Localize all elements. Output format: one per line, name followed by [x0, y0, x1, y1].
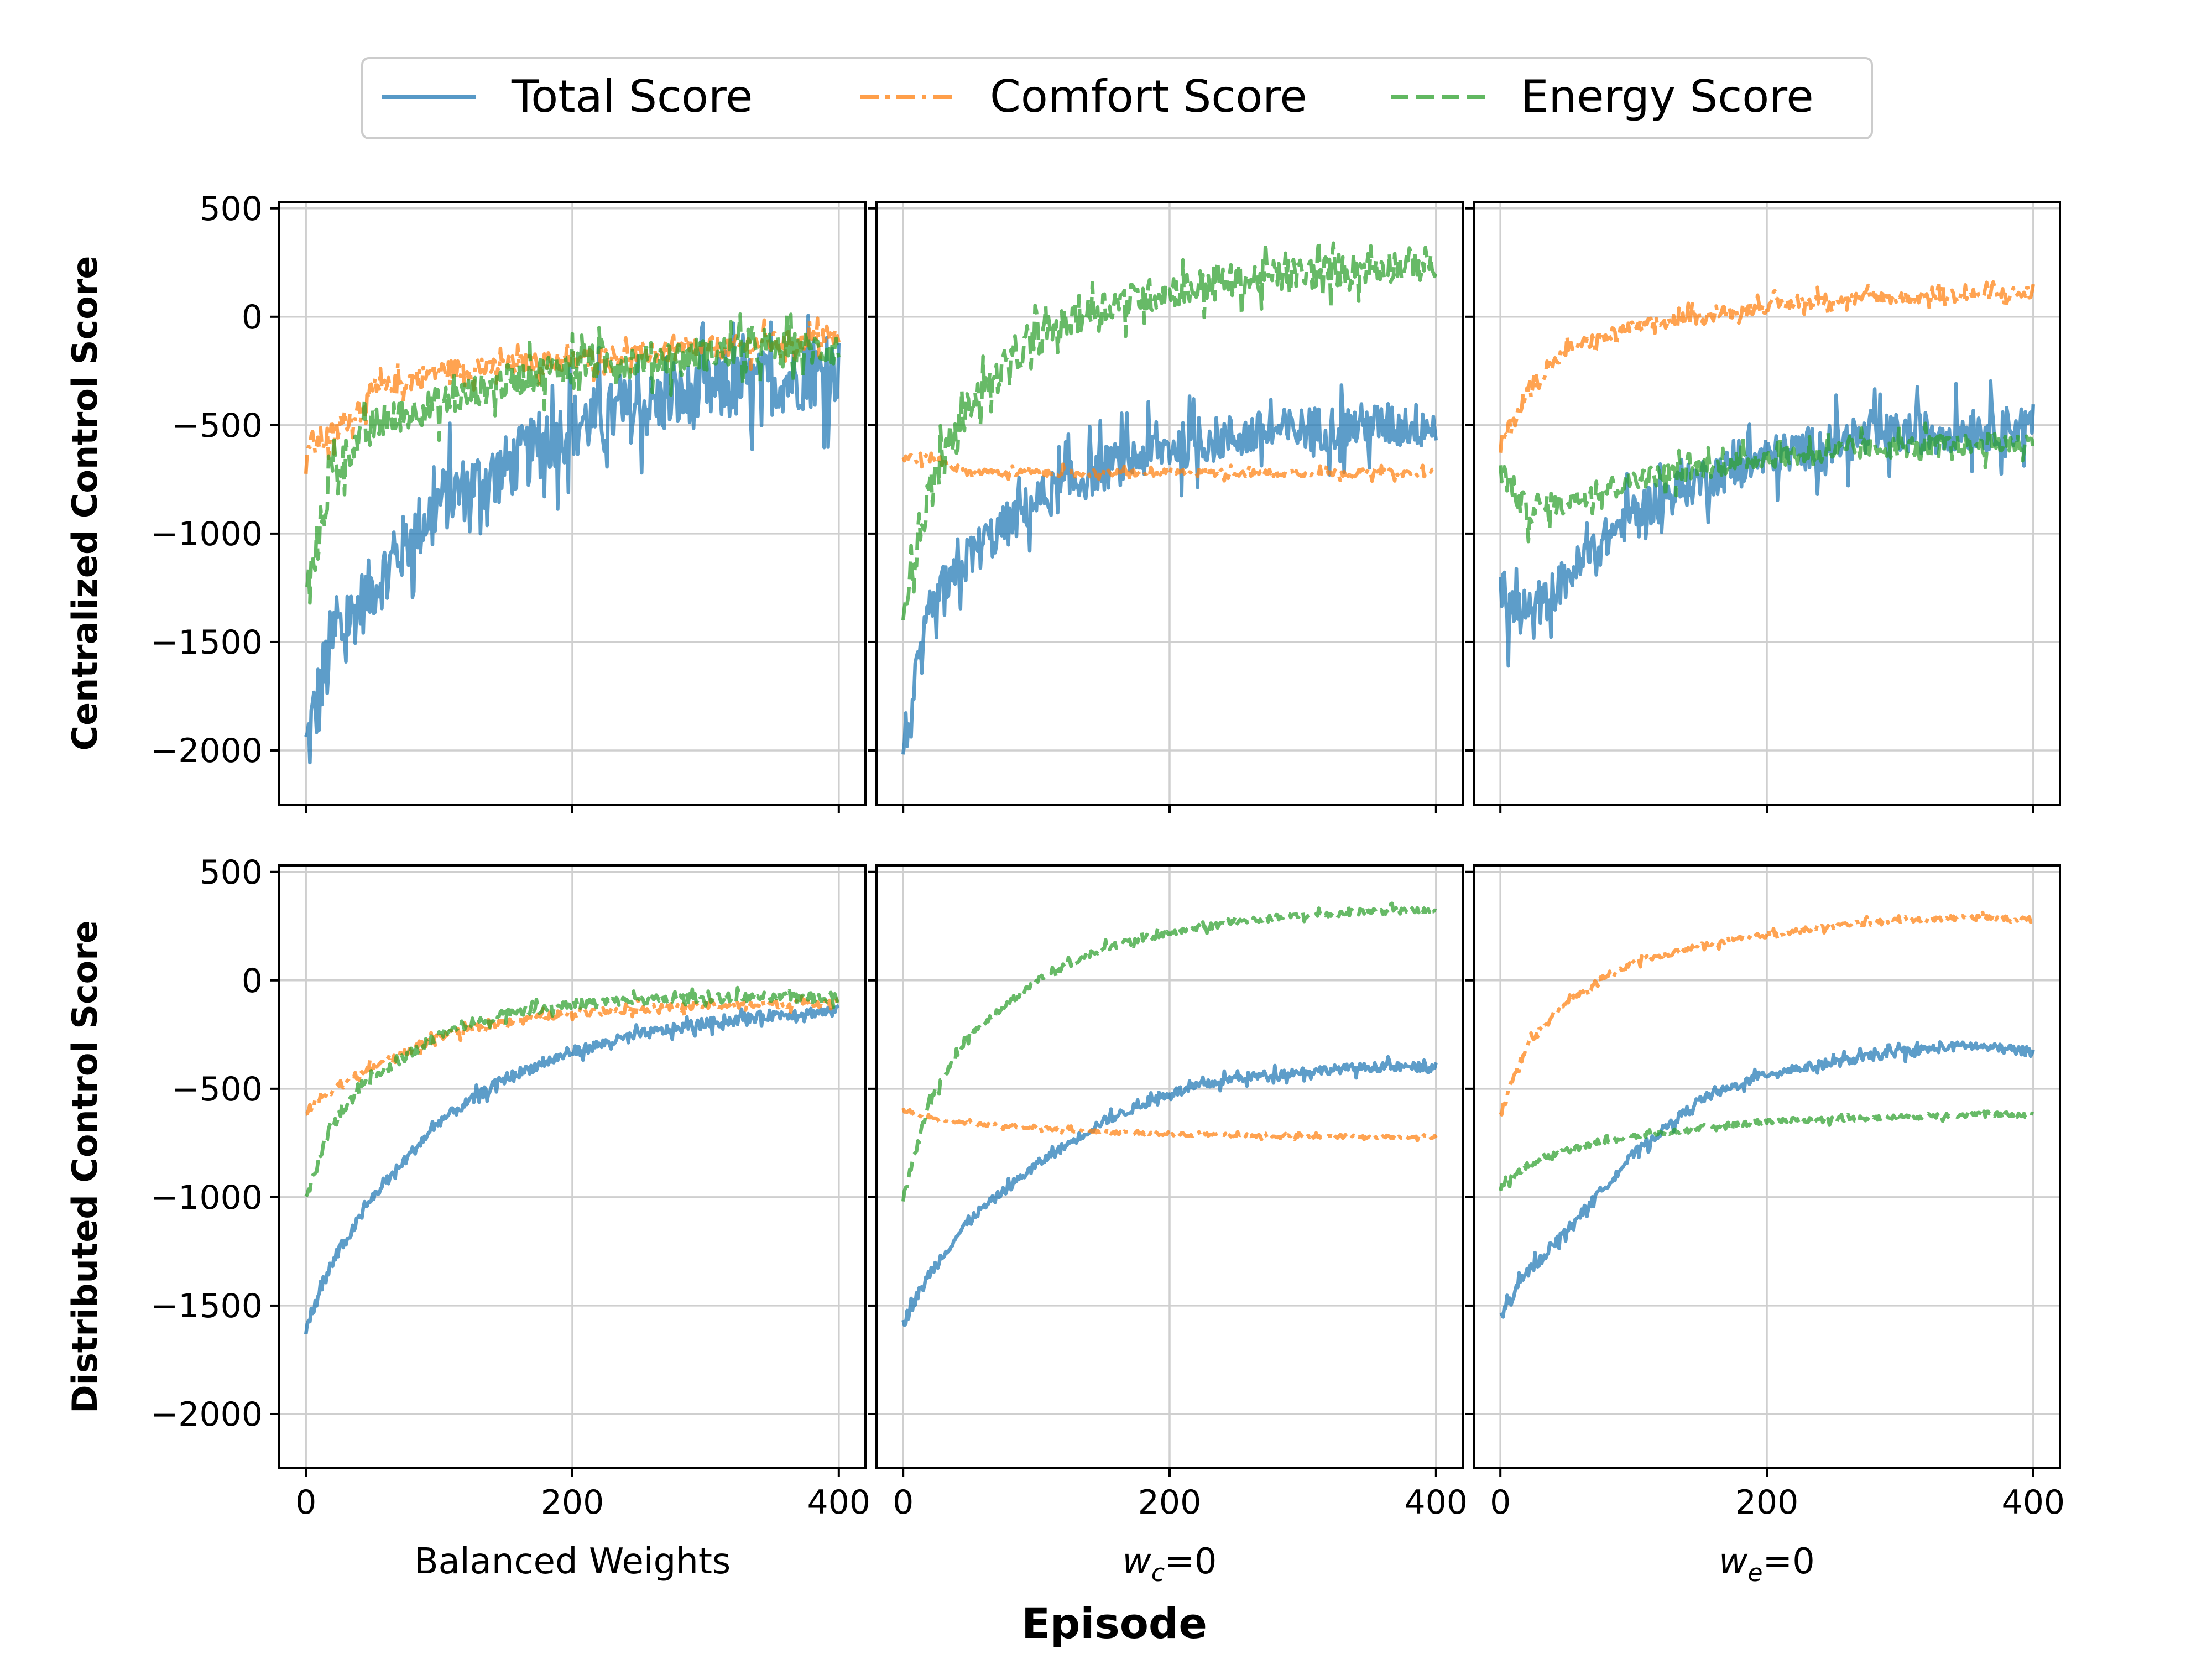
y-tick-label: −1500 — [150, 1287, 263, 1326]
column-label: we=0 — [1719, 1541, 1815, 1587]
series-line-energy-score — [901, 238, 1438, 620]
series-line-energy-score — [304, 985, 840, 1198]
y-tick-label: 0 — [242, 298, 263, 337]
subplot-r1-c0: 0 200 400 500 0 −500 −1000 −1500 −2000 — [150, 853, 870, 1522]
series-line-comfort-score — [1498, 280, 2036, 453]
y-tick-label: −1000 — [150, 1178, 263, 1217]
x-tick-label: 0 — [1490, 1483, 1511, 1522]
subplot-r1-c1: 0 200 400 — [868, 864, 1468, 1522]
x-tick-label: 0 — [295, 1483, 316, 1522]
series-line-comfort-score — [1499, 910, 2034, 1117]
legend-label: Comfort Score — [990, 71, 1307, 122]
y-tick-label: −1500 — [150, 623, 263, 662]
series-line-energy-score — [305, 311, 841, 605]
y-tick-label: −2000 — [150, 732, 263, 770]
subplot-r0-c1 — [868, 201, 1464, 813]
y-tick-label: −1000 — [150, 515, 263, 554]
x-tick-label: 0 — [893, 1483, 914, 1522]
y-tick-label: −500 — [171, 1070, 263, 1109]
series-line-total-score — [901, 383, 1438, 755]
y-tick-label: 0 — [242, 962, 263, 1000]
row-label: Distributed Control Score — [65, 920, 105, 1413]
column-label: wc=0 — [1123, 1541, 1217, 1587]
x-tick-label: 200 — [1735, 1483, 1799, 1522]
x-tick-label: 400 — [2002, 1483, 2065, 1522]
x-tick-label: 200 — [541, 1483, 604, 1522]
legend: Total Score Comfort Score Energy Score — [361, 57, 1873, 139]
y-tick-label: −2000 — [150, 1395, 263, 1434]
series-line-total-score — [304, 1004, 840, 1334]
x-tick-label: 400 — [807, 1483, 871, 1522]
series-line-comfort-score — [901, 451, 1437, 483]
series-line-total-score — [304, 314, 841, 765]
legend-label: Total Score — [511, 71, 753, 122]
x-tick-label: 200 — [1138, 1483, 1202, 1522]
y-tick-label: 500 — [199, 853, 263, 892]
legend-box — [361, 57, 1873, 139]
y-tick-label: 500 — [199, 190, 263, 228]
subplot-grid: 500 0 −500 −1000 −1500 −2000 0 200 400 500 0 −500 −1… — [150, 190, 2065, 1522]
subplot-r0-c0: 500 0 −500 −1000 −1500 −2000 — [150, 190, 867, 813]
series-line-energy-score — [1498, 421, 2036, 544]
series-line-comfort-score — [304, 316, 841, 474]
series-line-energy-score — [1499, 1109, 2034, 1191]
series-line-total-score — [901, 1055, 1438, 1327]
figure-labels: Balanced Weights wc=0 we=0 Centralized Cont… — [65, 256, 1815, 1648]
y-tick-label: −500 — [171, 406, 263, 445]
legend-label: Energy Score — [1521, 71, 1814, 122]
x-tick-label: 400 — [1405, 1483, 1468, 1522]
column-label: Balanced Weights — [414, 1541, 731, 1582]
subplot-r0-c2 — [1465, 201, 2061, 813]
subplot-r1-c2: 0 200 400 — [1465, 864, 2065, 1522]
x-axis-label: Episode — [1021, 1599, 1207, 1648]
row-label: Centralized Control Score — [65, 256, 105, 751]
series-line-energy-score — [901, 901, 1437, 1202]
series-line-total-score — [1499, 1040, 2035, 1319]
